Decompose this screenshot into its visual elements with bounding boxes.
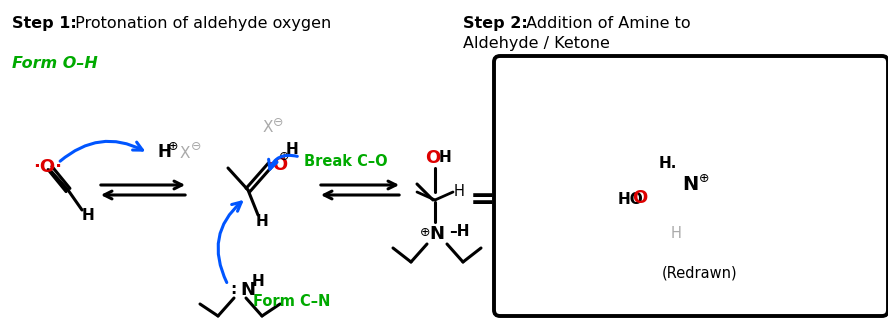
Text: Form C–N: Form C–N bbox=[253, 294, 330, 309]
Text: N: N bbox=[682, 175, 698, 195]
Text: ·O·: ·O· bbox=[34, 158, 62, 176]
Text: H: H bbox=[256, 214, 268, 229]
Text: Aldehyde / Ketone: Aldehyde / Ketone bbox=[463, 36, 610, 51]
Text: ⊕: ⊕ bbox=[420, 226, 431, 238]
Text: –H: –H bbox=[449, 223, 470, 238]
Text: ·O: ·O bbox=[266, 156, 288, 174]
Text: Protonation of aldehyde oxygen: Protonation of aldehyde oxygen bbox=[70, 16, 331, 31]
Text: N: N bbox=[430, 225, 445, 243]
Text: ⊕: ⊕ bbox=[168, 140, 178, 154]
Text: Form O–H: Form O–H bbox=[12, 56, 98, 71]
Text: HO: HO bbox=[618, 193, 644, 207]
Text: =: = bbox=[470, 186, 496, 214]
Text: H: H bbox=[157, 143, 170, 161]
Text: N: N bbox=[240, 281, 255, 299]
Text: ⊕: ⊕ bbox=[699, 172, 710, 186]
Text: H: H bbox=[454, 185, 464, 199]
Text: H.: H. bbox=[659, 156, 678, 171]
Text: X: X bbox=[180, 146, 191, 161]
Text: O: O bbox=[632, 189, 647, 207]
Text: H: H bbox=[82, 209, 94, 223]
Text: (Redrawn): (Redrawn) bbox=[662, 266, 738, 281]
Text: Step 2:: Step 2: bbox=[463, 16, 527, 31]
Text: Addition of Amine to: Addition of Amine to bbox=[521, 16, 691, 31]
Text: ⊖: ⊖ bbox=[273, 116, 283, 129]
Text: Step 1:: Step 1: bbox=[12, 16, 76, 31]
Text: Break C–O: Break C–O bbox=[304, 154, 388, 169]
Text: H: H bbox=[670, 226, 681, 241]
Text: :: : bbox=[230, 283, 236, 298]
FancyBboxPatch shape bbox=[494, 56, 888, 316]
Text: ⊖: ⊖ bbox=[191, 140, 202, 154]
Text: H: H bbox=[286, 142, 298, 157]
Text: H: H bbox=[252, 275, 265, 290]
Text: ⊕: ⊕ bbox=[279, 150, 289, 164]
Text: O: O bbox=[425, 149, 440, 167]
Text: H: H bbox=[439, 150, 451, 165]
Text: X: X bbox=[263, 121, 274, 135]
